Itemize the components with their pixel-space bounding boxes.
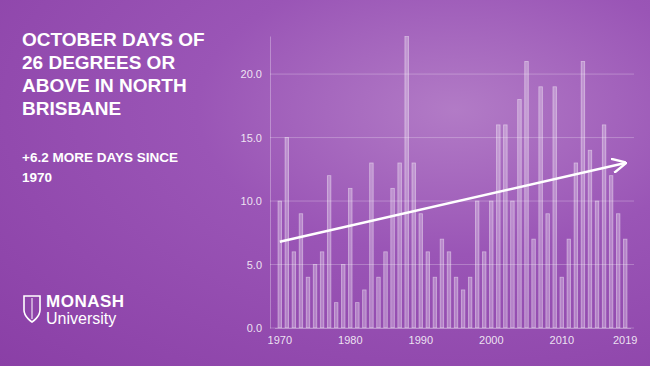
trend-arrow (280, 163, 625, 242)
x-axis: 1970 1980 1990 2000 2010 2019 (268, 328, 638, 346)
x-tick-label: 2000 (479, 334, 503, 346)
logo-text: MONASH (46, 292, 125, 312)
bar (567, 239, 571, 328)
y-tick: 20.0 (241, 68, 270, 80)
x-tick: 2000 (479, 328, 503, 346)
bar (546, 214, 550, 328)
bar (384, 252, 388, 328)
bar (370, 163, 374, 328)
y-tick-label: 10.0 (241, 195, 262, 207)
y-tick: 10.0 (241, 195, 270, 207)
bar (433, 277, 437, 328)
y-tick: 15.0 (241, 132, 270, 144)
bar (320, 252, 324, 328)
chart-background: OCTOBER DAYS OF 26 DEGREES OR ABOVE IN N… (0, 0, 650, 366)
y-tick-label: 15.0 (241, 132, 262, 144)
bar (518, 99, 522, 328)
grid-line (270, 74, 634, 75)
bar (539, 87, 543, 328)
grid-line (270, 328, 634, 329)
bar (602, 125, 606, 328)
bar (356, 303, 360, 328)
bar (461, 290, 465, 328)
bar (588, 150, 592, 328)
bar (553, 87, 557, 328)
x-tick-label: 1970 (268, 334, 292, 346)
grid-line (270, 264, 634, 265)
y-tick: 0.0 (247, 322, 270, 334)
bar (377, 277, 381, 328)
bar (595, 201, 599, 328)
bar (313, 265, 317, 328)
plot-area (278, 36, 627, 328)
bar (468, 277, 472, 328)
logo-shield (24, 296, 40, 322)
x-axis-line (275, 328, 631, 329)
x-tick-label: 2019 (613, 334, 637, 346)
bar (497, 125, 501, 328)
bar (440, 239, 444, 328)
bar (426, 252, 430, 328)
grid-line (270, 137, 634, 138)
x-tick-label: 1990 (409, 334, 433, 346)
bar (447, 252, 451, 328)
x-tick: 1970 (268, 328, 292, 346)
bar (532, 239, 536, 328)
bar (405, 36, 409, 328)
grid (270, 74, 634, 328)
bar (560, 277, 564, 328)
chart-svg: 0.0 5.0 10.0 15.0 20.0 1970 1980 1990 2000 2010 20… (0, 0, 650, 366)
bar (334, 303, 338, 328)
bar (306, 277, 310, 328)
bar (419, 214, 423, 328)
x-tick-label: 2010 (550, 334, 574, 346)
logo-icon (22, 294, 42, 324)
bar (616, 214, 620, 328)
x-tick: 2019 (613, 328, 637, 346)
bar (454, 277, 458, 328)
bar (412, 163, 416, 328)
bar (581, 61, 585, 328)
bar (609, 176, 613, 328)
bar (278, 201, 282, 328)
bar (285, 138, 289, 328)
y-tick-label: 20.0 (241, 68, 262, 80)
bar (475, 201, 479, 328)
bar (574, 163, 578, 328)
x-tick: 2010 (550, 328, 574, 346)
bar (292, 252, 296, 328)
y-tick: 5.0 (247, 259, 270, 271)
logo-line (32, 298, 33, 319)
bar (623, 239, 627, 328)
y-axis: 0.0 5.0 10.0 15.0 20.0 (241, 37, 271, 335)
bar (504, 125, 508, 328)
y-tick-label: 5.0 (247, 259, 262, 271)
bar (482, 252, 486, 328)
bar (490, 201, 494, 328)
y-axis-line (270, 37, 271, 329)
x-tick-label: 1980 (338, 334, 362, 346)
bar (327, 176, 331, 328)
bar (391, 188, 395, 328)
y-tick-label: 0.0 (247, 322, 262, 334)
logo-text: University (46, 310, 116, 328)
bar (525, 61, 529, 328)
bar (299, 214, 303, 328)
bar (341, 265, 345, 328)
subtitle: +6.2 MORE DAYS SINCE 1970 (22, 148, 192, 188)
bar (363, 290, 367, 328)
x-tick: 1990 (409, 328, 433, 346)
title: OCTOBER DAYS OF 26 DEGREES OR ABOVE IN N… (22, 28, 212, 120)
bar (511, 201, 515, 328)
bar (349, 188, 353, 328)
x-tick: 1980 (338, 328, 362, 346)
bar (398, 163, 402, 328)
